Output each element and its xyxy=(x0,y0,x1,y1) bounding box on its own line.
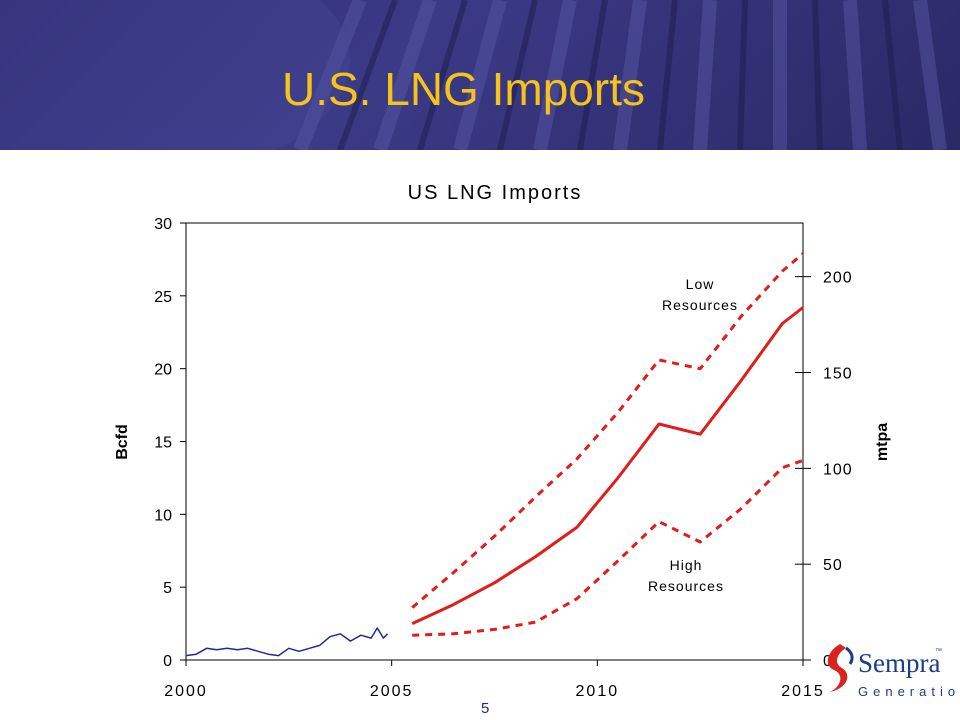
sempra-flame-icon xyxy=(827,644,854,692)
page-number: 5 xyxy=(481,700,490,717)
y-tick-label: 5 xyxy=(163,580,172,597)
y2-axis-label: mtpa xyxy=(874,423,891,461)
x-tick-label: 2000 xyxy=(164,683,208,700)
series-line-1 xyxy=(185,627,389,657)
annotation-line: Resources xyxy=(662,297,738,313)
x-tick-label: 2005 xyxy=(370,683,414,700)
annotation-line: High xyxy=(670,557,703,573)
y-tick-label: 15 xyxy=(154,435,172,452)
logo-wordmark: Sempra xyxy=(858,648,941,678)
y2-tick-label: 200 xyxy=(823,270,853,287)
y-tick-label: 20 xyxy=(154,362,172,379)
annotation-low-resources: Low Resources xyxy=(662,276,738,313)
annotation-high-resources: High Resources xyxy=(648,557,724,594)
y-axis-label: Bcfd xyxy=(114,424,131,460)
x-tick-label: 2010 xyxy=(576,683,620,700)
y2-tick-label: 0 xyxy=(823,653,833,670)
logo-subtitle: Generation xyxy=(858,684,960,699)
slide-title: U.S. LNG Imports xyxy=(282,63,645,115)
y-tick-label: 0 xyxy=(163,653,172,670)
y2-tick-label: 150 xyxy=(823,366,853,383)
series-line-4 xyxy=(412,458,804,637)
series-line-3 xyxy=(411,252,804,609)
title-banner: U.S. LNG Imports xyxy=(0,0,960,150)
annotation-line: Resources xyxy=(648,578,724,594)
logo-trademark: ™ xyxy=(935,648,942,655)
sempra-logo: Sempra ™ Generation xyxy=(818,636,960,716)
banner-background xyxy=(0,0,947,150)
x-tick-label: 2015 xyxy=(781,683,825,700)
y2-tick-label: 100 xyxy=(823,461,853,478)
annotation-line: Low xyxy=(686,276,715,292)
y-tick-label: 30 xyxy=(154,216,172,233)
y2-tick-label: 50 xyxy=(823,557,843,574)
series-line-2 xyxy=(411,306,804,625)
y-tick-label: 25 xyxy=(154,289,172,306)
chart-title: US LNG Imports xyxy=(408,182,583,204)
y-tick-label: 10 xyxy=(154,507,172,524)
lng-imports-chart: US LNG Imports 0 5 10 15 20 25 30 0 50 100 150 200… xyxy=(114,182,891,700)
